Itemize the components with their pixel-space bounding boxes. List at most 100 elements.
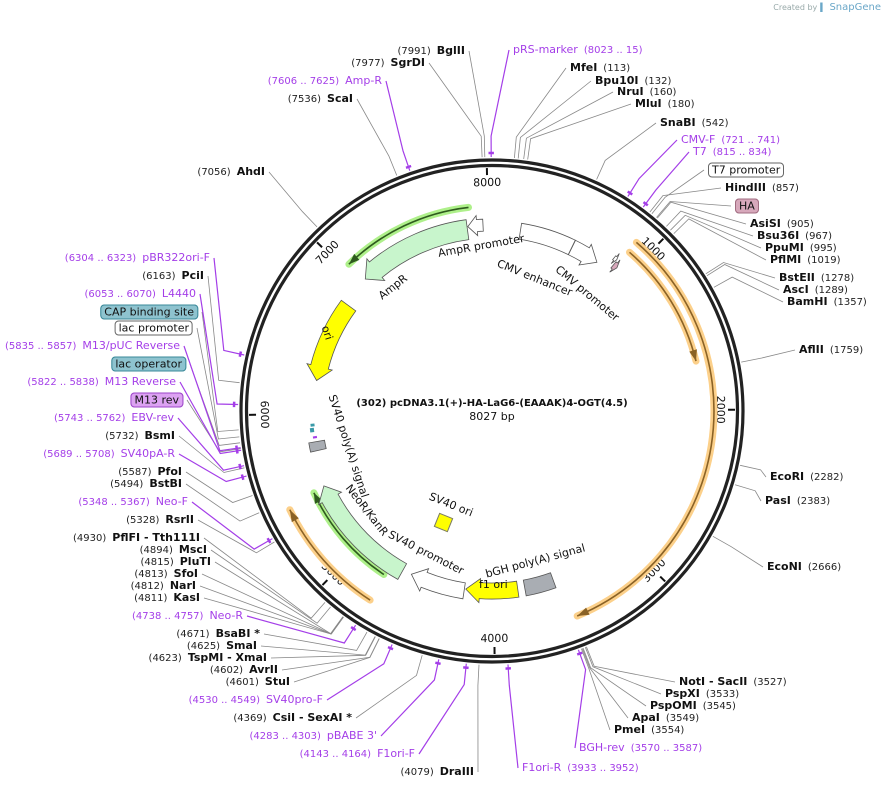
feature-tag-t7-promoter[interactable]: T7 promoter xyxy=(708,162,785,178)
neor-translation-arc-line xyxy=(313,492,385,576)
label-position: (160) xyxy=(649,87,677,98)
enzyme-site-ppumi[interactable]: PpuMI (995) xyxy=(765,241,837,255)
primer-neo-f[interactable]: (5348 .. 5367) Neo-F xyxy=(78,495,188,509)
enzyme-site-pfoi[interactable]: (5587) PfoI xyxy=(118,465,182,479)
enzyme-site-pluti[interactable]: (4815) PluTI xyxy=(140,555,211,569)
enzyme-site-draiii[interactable]: (4079) DraIII xyxy=(400,765,474,779)
enzyme-site-pcii[interactable]: (6163) PciI xyxy=(142,269,204,283)
tick-mark xyxy=(321,579,329,586)
label-name: M13 rev xyxy=(130,392,183,408)
label-name: Bpu10I xyxy=(595,74,639,87)
label-position: (4602) xyxy=(209,665,244,676)
enzyme-site-bsmi[interactable]: (5732) BsmI xyxy=(105,429,175,443)
feature-cmv-enhancer[interactable] xyxy=(518,222,576,256)
lac-operator-feature[interactable] xyxy=(309,427,315,433)
primer-prs-marker[interactable]: pRS-marker (8023 .. 15) xyxy=(513,43,643,57)
enzyme-site-bamhi[interactable]: BamHI (1357) xyxy=(787,295,867,309)
enzyme-site-apai[interactable]: ApaI (3549) xyxy=(632,711,699,725)
enzyme-site-econi[interactable]: EcoNI (2666) xyxy=(767,560,841,574)
enzyme-site-ahdi[interactable]: (7056) AhdI xyxy=(197,165,265,179)
feature-ampr-promoter[interactable] xyxy=(467,214,484,237)
label-name: EcoNI xyxy=(767,560,802,573)
enzyme-site-bsu36i[interactable]: Bsu36I (967) xyxy=(757,229,832,243)
label-name: EBV-rev xyxy=(131,411,174,424)
feature-t7-promoter[interactable] xyxy=(610,253,620,264)
orf-translation-arc-line xyxy=(576,241,715,617)
primer-f1ori-f[interactable]: (4143 .. 4164) F1ori-F xyxy=(300,747,415,761)
snapgene-logo: Created by ▍ SnapGene xyxy=(773,2,881,13)
feature-tag-lac-operator[interactable]: lac operator xyxy=(111,356,186,372)
enzyme-site-stui[interactable]: (4601) StuI xyxy=(226,675,290,689)
label-name: Neo-R xyxy=(209,609,243,622)
label-position: (4815) xyxy=(140,557,174,568)
enzyme-site-avrii[interactable]: (4602) AvrII xyxy=(210,663,278,677)
enzyme-site-rsrii[interactable]: (5328) RsrII xyxy=(126,513,194,527)
feature-cmv-promoter[interactable] xyxy=(567,239,598,266)
primer-amp-r[interactable]: (7606 .. 7625) Amp-R xyxy=(268,74,382,88)
enzyme-site-noti-sacii[interactable]: NotI - SacII (3527) xyxy=(679,675,787,689)
label-name: SnaBI xyxy=(660,116,696,129)
enzyme-site-hindiii[interactable]: HindIII (857) xyxy=(725,181,799,195)
enzyme-site-sgrdi[interactable]: (7977) SgrDI xyxy=(351,56,425,70)
primer-sv40pro-f[interactable]: (4530 .. 4549) SV40pro-F xyxy=(189,693,323,707)
enzyme-site-msci[interactable]: (4894) MscI xyxy=(140,543,207,557)
feature-ha[interactable] xyxy=(609,259,621,273)
feature-neor-kanr[interactable] xyxy=(318,485,408,580)
primer-f1ori-r[interactable]: F1ori-R (3933 .. 3952) xyxy=(522,761,639,775)
enzyme-site-pmei[interactable]: PmeI (3554) xyxy=(614,723,684,737)
enzyme-site-nrui[interactable]: NruI (160) xyxy=(617,85,676,99)
enzyme-site-pflfi-tth111i[interactable]: (4930) PflFI - Tth111I xyxy=(73,531,200,545)
enzyme-site-asci[interactable]: AscI (1289) xyxy=(783,283,848,297)
primer-pbr322ori-f[interactable]: (6304 .. 6323) pBR322ori-F xyxy=(65,251,210,265)
primer-m13-reverse[interactable]: (5822 .. 5838) M13 Reverse xyxy=(27,375,176,389)
enzyme-site-bsabi[interactable]: (4671) BsaBI * xyxy=(176,627,260,641)
primer-neo-r[interactable]: (4738 .. 4757) Neo-R xyxy=(132,609,243,623)
enzyme-site-bsteii[interactable]: BstEII (1278) xyxy=(779,271,854,285)
enzyme-site-snabi[interactable]: SnaBI (542) xyxy=(660,116,729,130)
enzyme-site-mfei[interactable]: MfeI (113) xyxy=(570,61,630,75)
leader-line xyxy=(582,647,647,707)
feature-f1-ori[interactable] xyxy=(465,577,520,604)
enzyme-site-pspxi[interactable]: PspXI (3533) xyxy=(665,687,739,701)
label-name: T7 promoter xyxy=(708,162,785,178)
feature-bgh-poly-a-signal[interactable] xyxy=(522,572,557,597)
enzyme-site-bglii[interactable]: (7991) BglII xyxy=(398,44,465,58)
enzyme-site-pasi[interactable]: PasI (2383) xyxy=(765,494,830,508)
enzyme-site-tspmi-xmai[interactable]: (4623) TspMI - XmaI xyxy=(149,651,267,665)
enzyme-site-sfoi[interactable]: (4813) SfoI xyxy=(134,567,198,581)
feature-tag-cap-binding-site[interactable]: CAP binding site xyxy=(100,304,198,320)
enzyme-site-bstbi[interactable]: (5494) BstBI xyxy=(110,477,182,491)
enzyme-site-bpu10i[interactable]: Bpu10I (132) xyxy=(595,74,671,88)
feature-ori[interactable] xyxy=(306,299,357,382)
enzyme-site-ecori[interactable]: EcoRI (2282) xyxy=(770,470,843,484)
feature-ampr[interactable] xyxy=(364,219,470,281)
enzyme-site-csii-sexai[interactable]: (4369) CsiI - SexAI * xyxy=(233,711,352,725)
feature-sv40-promoter[interactable] xyxy=(410,568,466,600)
primer-m13-puc-reverse[interactable]: (5835 .. 5857) M13/pUC Reverse xyxy=(5,339,180,353)
enzyme-site-scai[interactable]: (7536) ScaI xyxy=(288,92,353,106)
enzyme-site-pspomi[interactable]: PspOMI (3545) xyxy=(650,699,736,713)
feature-sv40-poly-a-signal[interactable] xyxy=(308,439,327,453)
leader-line xyxy=(197,519,275,554)
enzyme-site-pflmi[interactable]: PflMI (1019) xyxy=(770,253,841,267)
primer-cmv-f[interactable]: CMV-F (721 .. 741) xyxy=(681,133,780,147)
feature-tag-ha[interactable]: HA xyxy=(735,198,759,214)
leader-line xyxy=(201,573,344,635)
primer-ebv-rev[interactable]: (5743 .. 5762) EBV-rev xyxy=(54,411,174,425)
feature-tag-lac-promoter[interactable]: lac promoter xyxy=(114,320,193,336)
label-name: ApaI xyxy=(632,711,660,724)
enzyme-site-smai[interactable]: (4625) SmaI xyxy=(187,639,257,653)
enzyme-site-nari[interactable]: (4812) NarI xyxy=(131,579,196,593)
primer-bgh-rev[interactable]: BGH-rev (3570 .. 3587) xyxy=(579,741,702,755)
feature-tag-m13-rev[interactable]: M13 rev xyxy=(130,392,183,408)
enzyme-site-mlui[interactable]: MluI (180) xyxy=(635,97,695,111)
primer-l4440[interactable]: (6053 .. 6070) L4440 xyxy=(84,287,196,301)
enzyme-site-aflii[interactable]: AflII (1759) xyxy=(799,343,863,357)
leader-line xyxy=(183,345,241,452)
enzyme-site-asisi[interactable]: AsiSI (905) xyxy=(750,217,814,231)
primer-pbabe-3[interactable]: (4283 .. 4303) pBABE 3' xyxy=(250,729,378,743)
primer-sv40pa-r[interactable]: (5689 .. 5708) SV40pA-R xyxy=(43,447,175,461)
enzyme-site-kasi[interactable]: (4811) KasI xyxy=(134,591,200,605)
primer-t7[interactable]: T7 (815 .. 834) xyxy=(693,145,771,159)
feature-label-f1-ori[interactable]: f1 ori xyxy=(479,578,508,591)
